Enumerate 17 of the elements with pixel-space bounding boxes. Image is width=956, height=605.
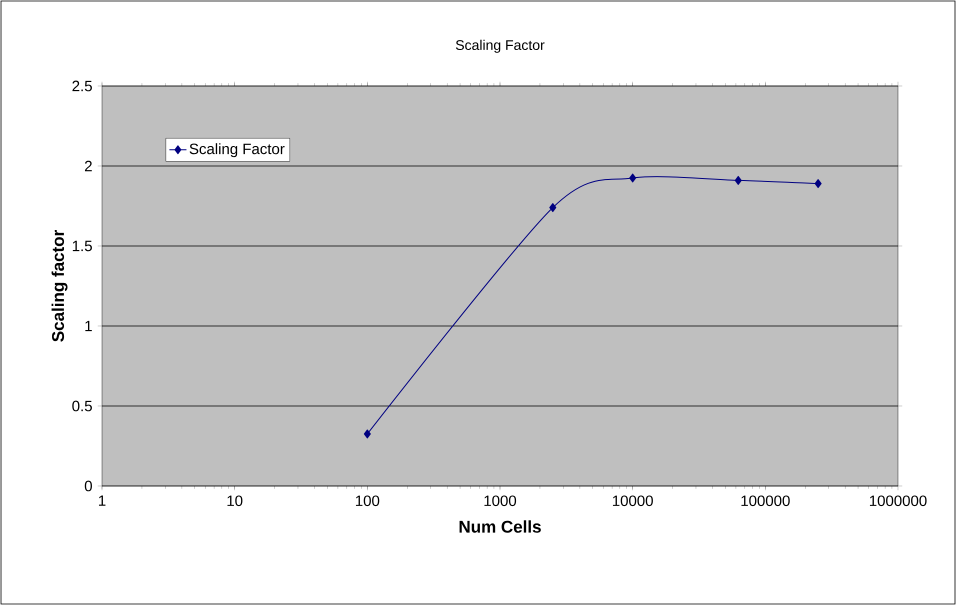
x-tick-label: 1000 xyxy=(484,495,516,506)
x-tick-label: 100000 xyxy=(741,495,790,506)
x-tick-label: 10 xyxy=(227,495,242,506)
x-tick-label: 1 xyxy=(98,495,106,506)
y-tick-label: 1 xyxy=(85,320,92,332)
y-tick-label: 2.5 xyxy=(72,80,92,92)
y-tick-label: 2 xyxy=(84,160,92,172)
y-tick-label: 1.5 xyxy=(72,240,92,252)
chart-title: Scaling Factor xyxy=(456,40,544,53)
x-tick-label: 100 xyxy=(356,495,380,506)
y-tick-label: 0 xyxy=(84,480,92,492)
x-axis-title: Num Cells xyxy=(460,520,541,533)
y-axis-title: Scaling factor xyxy=(52,230,68,342)
x-tick-label: 10000 xyxy=(612,495,653,506)
x-tick-label: 1000000 xyxy=(870,495,927,506)
legend-label: Scaling Factor xyxy=(190,143,285,158)
y-tick-label: 0.5 xyxy=(72,400,92,412)
